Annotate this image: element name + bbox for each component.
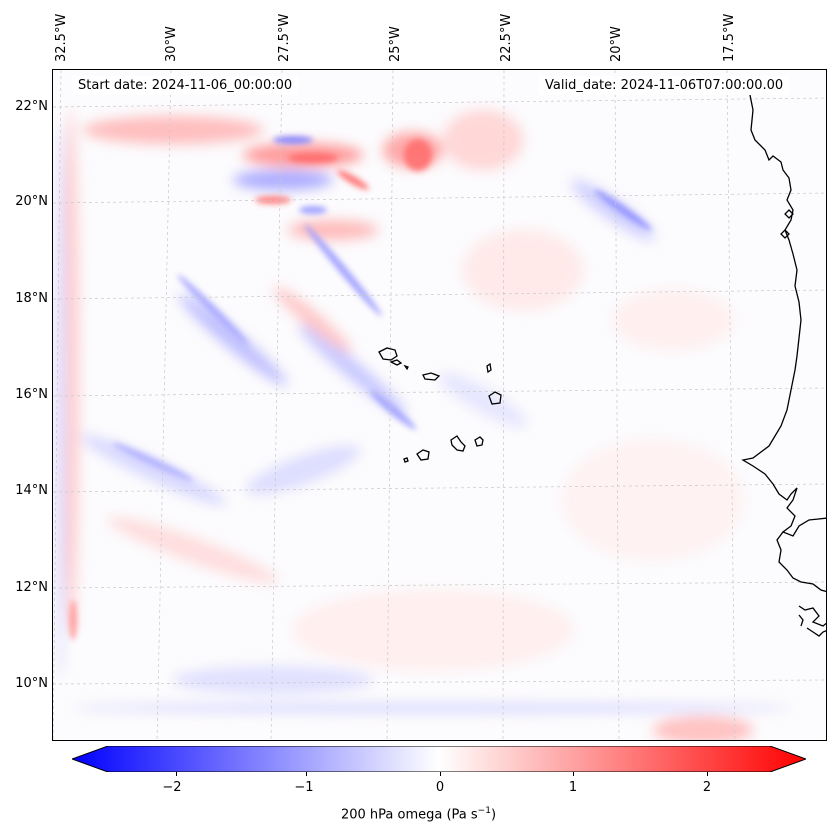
colorbar-tickmark-neg1 — [306, 772, 307, 776]
lat-label-14n: 14°N — [15, 483, 48, 498]
colorbar-tick-1: 1 — [568, 780, 578, 795]
lon-label-17-5w: 17.5°W — [722, 13, 737, 62]
lat-label-20n: 20°N — [15, 194, 48, 209]
lat-label-22n: 22°N — [15, 99, 48, 114]
colorbar-tickmark-0 — [440, 772, 441, 776]
island-sal — [486, 362, 492, 374]
guinea-coast — [798, 605, 826, 627]
island-santo-antao — [378, 347, 398, 361]
lat-label-18n: 18°N — [15, 291, 48, 306]
guinea-bissau-coast — [776, 531, 826, 593]
island-fogo — [416, 449, 430, 461]
valid-date-label: Valid_date: 2024-11-06T07:00:00.00 — [539, 76, 790, 95]
colorbar-label: 200 hPa omega (Pa s−1) — [340, 806, 497, 823]
lon-label-30w: 30°W — [164, 26, 179, 62]
colorbar-gradient — [72, 746, 806, 772]
island-maio — [474, 436, 484, 447]
omega-field-svg — [53, 70, 826, 740]
colorbar-tick-neg1: −1 — [294, 780, 314, 795]
lon-label-22-5w: 22.5°W — [499, 13, 514, 62]
island-santiago — [450, 435, 466, 452]
omega-map-panel — [52, 69, 827, 741]
graticule — [53, 70, 826, 740]
lat-label-12n: 12°N — [15, 580, 48, 595]
lon-label-27-5w: 27.5°W — [277, 13, 292, 62]
guinea-islands — [806, 627, 826, 637]
colorbar-tickmark-1 — [573, 772, 574, 776]
island-boa-vista — [488, 391, 502, 405]
colorbar-tick-0: 0 — [435, 780, 445, 795]
colorbar-tickmark-neg2 — [176, 772, 177, 776]
broad-anomaly-layer — [56, 110, 793, 740]
lon-label-20w: 20°W — [609, 26, 624, 62]
colorbar-tickmark-2 — [707, 772, 708, 776]
lon-label-32-5w: 32.5°W — [54, 13, 69, 62]
cape-verde-islands — [378, 347, 502, 463]
lat-label-16n: 16°N — [15, 387, 48, 402]
west-africa-coastline — [741, 94, 826, 537]
colorbar-tick-neg2: −2 — [162, 780, 182, 795]
omega-colorbar — [72, 746, 806, 772]
fine-anomaly-layer — [69, 136, 652, 640]
start-date-label: Start date: 2024-11-06_00:00:00 — [72, 76, 299, 95]
lon-label-25w: 25°W — [388, 26, 403, 62]
lat-label-10n: 10°N — [15, 676, 48, 691]
colorbar-tick-2: 2 — [702, 780, 712, 795]
